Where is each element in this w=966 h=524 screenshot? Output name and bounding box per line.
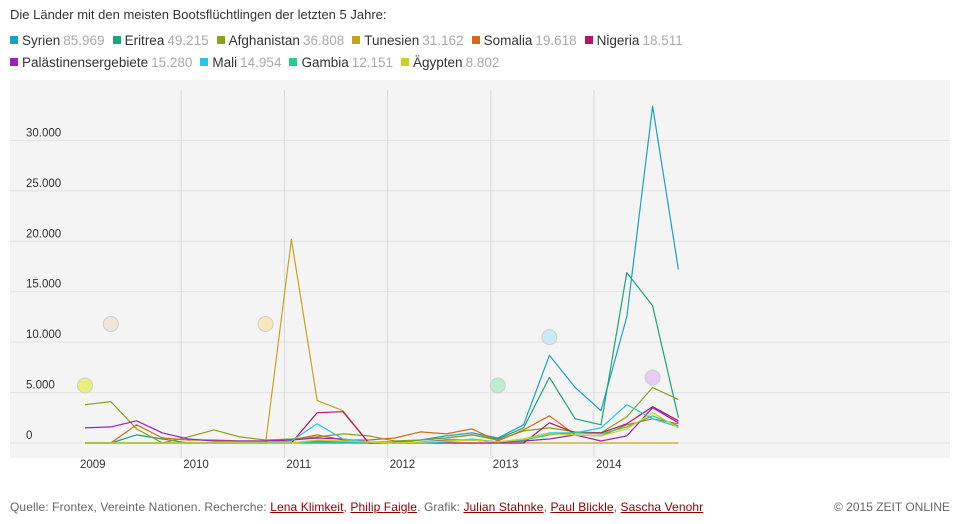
legend-item-4[interactable]: Somalia 19.618	[471, 30, 577, 52]
credits-prefix: Quelle: Frontex, Vereinte Nationen. Rech…	[10, 500, 267, 514]
legend-series-total: 12.151	[351, 55, 394, 70]
graphic-link-1[interactable]: Julian Stahnke	[463, 500, 544, 514]
y-tick-label: 25.000	[26, 178, 61, 190]
annotation-marker[interactable]	[257, 315, 274, 332]
legend-item-3[interactable]: Tunesien 31.162	[352, 30, 464, 52]
legend-series-name: Somalia	[483, 33, 533, 48]
chart-title: Die Länder mit den meisten Bootsflüchtli…	[10, 7, 387, 22]
chart-legend: Syrien 85.969 Eritrea 49.215 Afghanistan 36.8…	[10, 30, 770, 74]
graphic-link-2[interactable]: Paul Blickle	[550, 500, 614, 514]
legend-swatch	[584, 36, 593, 44]
x-tick-label: 2010	[183, 459, 209, 471]
y-tick-label: 30.000	[26, 127, 61, 139]
legend-series-total: 14.954	[240, 55, 282, 70]
graphic-label: Grafik:	[423, 500, 460, 514]
x-tick-label: 2013	[493, 459, 519, 471]
legend-series-total: 36.808	[302, 33, 345, 48]
legend-swatch	[471, 36, 480, 44]
annotation-marker[interactable]	[644, 369, 661, 386]
legend-swatch	[10, 36, 18, 44]
x-tick-label: 2009	[80, 459, 106, 471]
legend-series-name: Gambia	[301, 55, 349, 70]
x-tick-label: 2014	[596, 459, 622, 471]
legend-item-0[interactable]: Syrien 85.969	[10, 30, 105, 52]
legend-item-5[interactable]: Nigeria 18.511	[584, 30, 683, 52]
legend-swatch	[112, 36, 121, 44]
legend-item-1[interactable]: Eritrea 49.215	[112, 30, 209, 52]
legend-series-total: 8.802	[465, 55, 500, 70]
legend-series-name: Ägypten	[413, 55, 463, 70]
annotation-marker[interactable]	[489, 377, 506, 394]
y-tick-label: 20.000	[26, 228, 61, 240]
series-line--gypten[interactable]	[85, 412, 679, 444]
legend-item-2[interactable]: Afghanistan 36.808	[216, 30, 345, 52]
legend-series-name: Tunesien	[364, 33, 420, 48]
legend-series-name: Nigeria	[596, 33, 640, 48]
legend-item-9[interactable]: Ägypten 8.802	[401, 52, 499, 74]
legend-swatch	[216, 36, 225, 44]
legend-series-total: 19.618	[535, 33, 577, 48]
y-tick-label: 5.000	[26, 380, 55, 392]
x-tick-label: 2011	[286, 459, 311, 471]
legend-swatch	[352, 36, 361, 44]
legend-series-total: 49.215	[167, 33, 209, 48]
legend-series-total: 31.162	[422, 33, 464, 48]
research-link-2[interactable]: Philip Faigle	[350, 500, 418, 514]
legend-swatch	[289, 58, 298, 66]
legend-item-6[interactable]: Palästinensergebiete 15.280	[10, 52, 192, 74]
legend-series-total: 85.969	[63, 33, 105, 48]
legend-series-total: 15.280	[151, 55, 193, 70]
annotation-marker[interactable]	[541, 329, 558, 346]
x-tick-label: 2012	[390, 459, 416, 471]
credits: Quelle: Frontex, Vereinte Nationen. Rech…	[10, 500, 704, 514]
plot-background	[10, 80, 950, 458]
line-chart[interactable]: 0 5.000 10.000 15.000 20.000 25.000 30.000 2009…	[10, 80, 950, 480]
legend-series-total: 18.511	[642, 33, 683, 48]
y-tick-label: 10.000	[26, 329, 61, 341]
legend-item-7[interactable]: Mali 14.954	[200, 52, 281, 74]
legend-series-name: Eritrea	[124, 33, 165, 48]
legend-series-name: Afghanistan	[228, 33, 300, 48]
research-link-1[interactable]: Lena Klimkeit	[270, 500, 344, 514]
legend-swatch	[401, 58, 410, 66]
legend-series-name: Syrien	[22, 33, 61, 48]
legend-swatch	[10, 58, 18, 66]
annotation-marker[interactable]	[102, 315, 119, 332]
annotation-marker[interactable]	[77, 377, 93, 394]
y-tick-label: 0	[26, 430, 32, 442]
legend-series-name: Mali	[212, 55, 238, 70]
copyright: © 2015 ZEIT ONLINE	[834, 500, 950, 514]
legend-series-name: Palästinensergebiete	[22, 55, 149, 70]
y-tick-label: 15.000	[26, 279, 61, 291]
graphic-link-3[interactable]: Sascha Venohr	[620, 500, 704, 514]
legend-swatch	[200, 58, 209, 66]
legend-item-8[interactable]: Gambia 12.151	[289, 52, 393, 74]
